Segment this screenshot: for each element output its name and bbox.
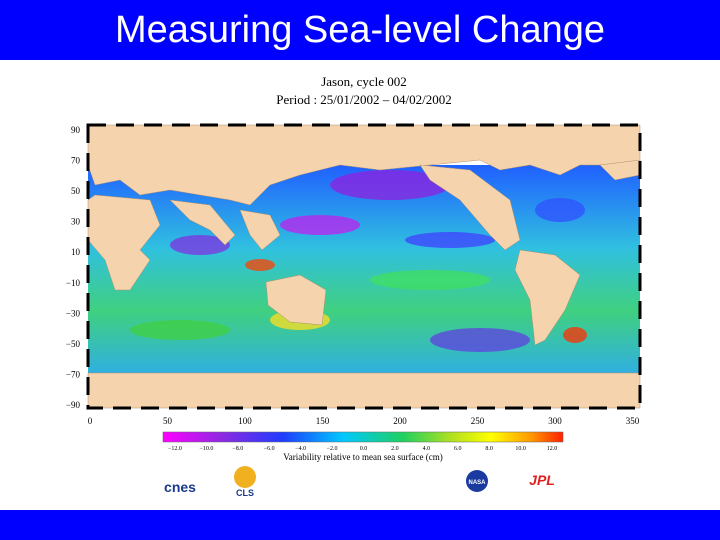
- logo-nasa: NASA: [468, 480, 486, 486]
- logo-cls: CLS: [236, 488, 254, 498]
- map-period: Period : 25/01/2002 – 04/02/2002: [276, 92, 452, 107]
- y-axis-label: −50: [66, 339, 81, 349]
- colorbar-label: 0.0: [360, 446, 368, 452]
- logo-cls-icon: [234, 466, 256, 488]
- y-axis-label: 10: [71, 247, 81, 257]
- logos: cnes CLS NASA JPL: [164, 466, 555, 498]
- slide-title: Measuring Sea-level Change: [115, 9, 605, 51]
- header-bar: [0, 0, 720, 60]
- y-axis-label: 50: [71, 186, 81, 196]
- colorbar-label: −2.0: [327, 446, 338, 452]
- map-frame: [86, 123, 642, 410]
- y-axis-label: 90: [71, 125, 81, 135]
- y-axis-label: 70: [71, 156, 81, 166]
- continents: [87, 124, 641, 409]
- colorbar-label: 6.0: [454, 446, 462, 452]
- x-axis-label: 50: [163, 416, 173, 426]
- y-axis-label: −90: [66, 400, 81, 410]
- colorbar-label: 2.0: [391, 446, 399, 452]
- y-axis-label: −30: [66, 308, 81, 318]
- colorbar-label: 8.0: [485, 446, 493, 452]
- logo-jpl: JPL: [529, 472, 555, 488]
- x-axis-label: 150: [316, 416, 330, 426]
- map: [86, 123, 642, 410]
- colorbar-caption: Variability relative to mean sea surface…: [283, 452, 442, 462]
- colorbar-label: −8.0: [232, 446, 243, 452]
- x-axis-label: 100: [238, 416, 252, 426]
- x-axis-label: 350: [626, 416, 640, 426]
- colorbar-label: −4.0: [295, 446, 306, 452]
- y-axis-label: 30: [71, 217, 81, 227]
- colorbar-label: −12.0: [168, 446, 182, 452]
- logo-cnes: cnes: [164, 479, 196, 495]
- colorbar-label: 4.0: [423, 446, 431, 452]
- x-axis-label: 250: [471, 416, 485, 426]
- footer-bar: [0, 510, 720, 540]
- y-axis-label: −70: [66, 369, 81, 379]
- colorbar-label: −6.0: [264, 446, 275, 452]
- colorbar-label: −10.0: [199, 446, 213, 452]
- x-axis-label: 0: [88, 416, 93, 426]
- colorbar: [162, 431, 564, 443]
- x-axis-label: 200: [393, 416, 407, 426]
- y-axis-label: −10: [66, 278, 81, 288]
- logo-nasa-icon: [466, 470, 488, 492]
- colorbar-label: 10.0: [515, 446, 526, 452]
- colorbar-label: 12.0: [547, 446, 558, 452]
- x-axis-label: 300: [548, 416, 562, 426]
- map-title: Jason, cycle 002: [321, 74, 407, 89]
